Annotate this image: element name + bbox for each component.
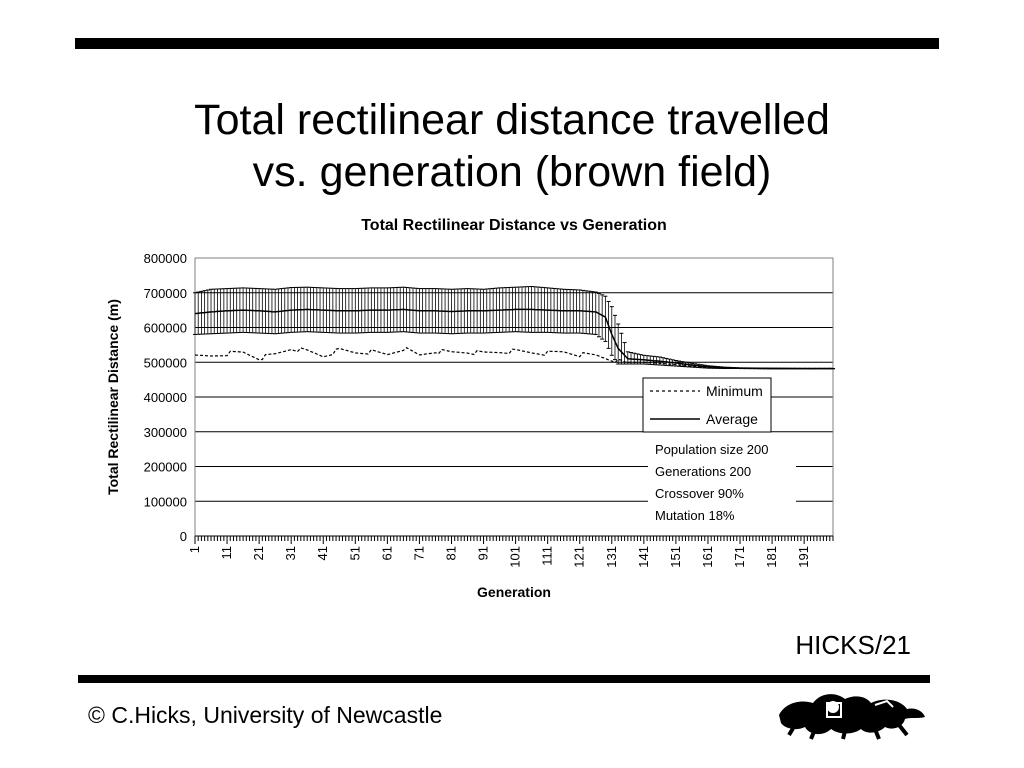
y-axis-label: Total Rectilinear Distance (m) <box>105 299 121 495</box>
y-tick-label: 0 <box>180 529 187 544</box>
y-tick-label: 800000 <box>144 251 187 266</box>
slide-title-line-2: vs. generation (brown field) <box>252 148 772 196</box>
series-average-line <box>194 308 833 370</box>
annotation-text: Generations 200 <box>655 464 751 479</box>
x-tick-label: 51 <box>347 546 362 560</box>
x-tick-label: 131 <box>604 546 619 568</box>
x-tick-label: 1 <box>187 546 202 553</box>
annotation-text: Mutation 18% <box>655 508 735 523</box>
x-tick-label: 71 <box>411 546 426 560</box>
top-rule <box>75 38 939 49</box>
y-tick-label: 200000 <box>144 460 187 475</box>
y-tick-label: 400000 <box>144 390 187 405</box>
x-tick-label: 21 <box>251 546 266 560</box>
slide-number: HICKS/21 <box>795 630 911 660</box>
y-tick-label: 100000 <box>144 494 187 509</box>
y-tick-label: 500000 <box>144 355 187 370</box>
legend-box <box>642 377 772 433</box>
x-tick-label: 191 <box>796 546 811 568</box>
x-tick-label: 61 <box>379 546 394 560</box>
bottom-rule <box>78 675 930 683</box>
x-tick-label: 31 <box>283 546 298 560</box>
x-tick-label: 151 <box>668 546 683 568</box>
lion-crest-icon <box>779 694 925 740</box>
x-tick-label: 81 <box>443 546 458 560</box>
annotation-text: Population size 200 <box>655 442 768 457</box>
annotation-box <box>648 438 796 528</box>
y-tick-label: 300000 <box>144 425 187 440</box>
x-tick-label: 171 <box>732 546 747 568</box>
x-tick-label: 11 <box>219 546 234 560</box>
slide-title: Total rectilinear distance travelled vs.… <box>100 94 924 198</box>
x-tick-label: 161 <box>700 546 715 568</box>
y-tick-label: 600000 <box>144 321 187 336</box>
slide-title-line-1: Total rectilinear distance travelled <box>194 96 830 144</box>
series-minimum-line <box>194 346 833 370</box>
x-tick-label: 181 <box>764 546 779 568</box>
footer-copyright: © C.Hicks, University of Newcastle <box>88 702 443 728</box>
x-axis-label: Generation <box>477 584 551 600</box>
y-tick-label: 700000 <box>144 286 187 301</box>
x-tick-label: 101 <box>508 546 523 568</box>
annotation-text: Crossover 90% <box>655 486 744 501</box>
x-tick-label: 121 <box>572 546 587 568</box>
chart-title: Total Rectilinear Distance vs Generation <box>361 217 667 234</box>
x-tick-label: 91 <box>476 546 491 560</box>
x-tick-label: 141 <box>636 546 651 568</box>
x-tick-label: 111 <box>540 546 555 566</box>
x-tick-label: 41 <box>315 546 330 560</box>
legend-minimum-label: Minimum <box>706 383 763 399</box>
legend-average-label: Average <box>706 411 758 427</box>
